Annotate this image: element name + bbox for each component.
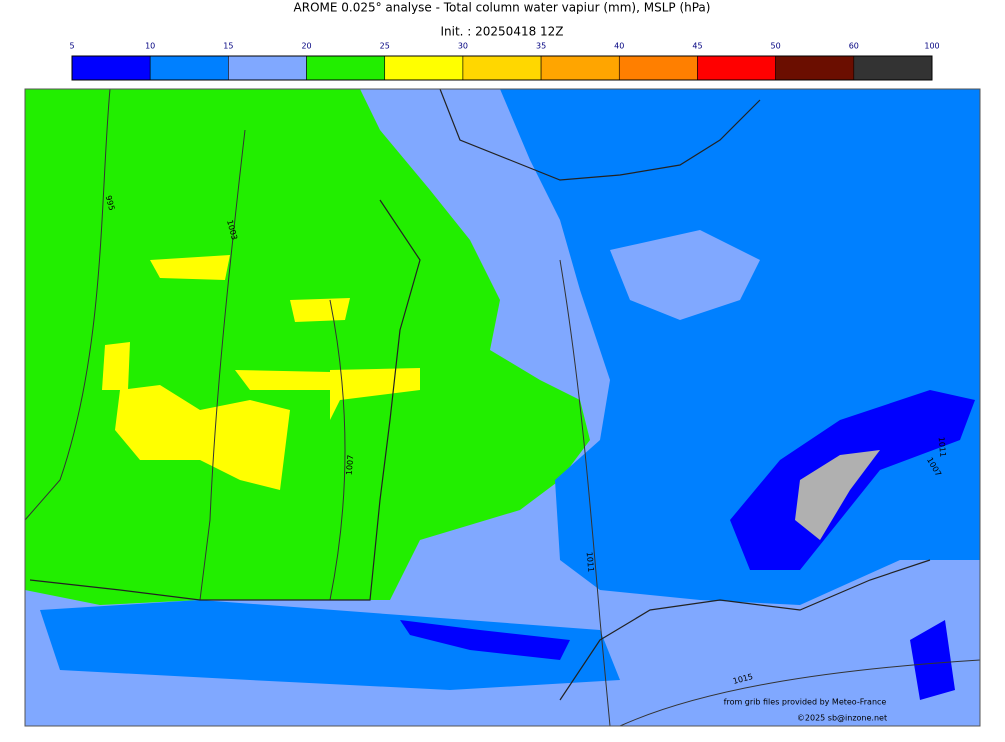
very-dry-area	[910, 620, 955, 700]
colorbar-frame	[71, 55, 933, 81]
colorbar: 5 10 15 20 25 30 35 40 45 50 60 100	[69, 42, 940, 81]
isobar-label: 1007	[345, 454, 356, 475]
title: AROME 0.025° analyse - Total column wate…	[294, 1, 711, 15]
source-credit: from grib files provided by Meteo-France	[724, 698, 887, 707]
map-frame	[24, 88, 981, 727]
colorbar-segment	[384, 55, 464, 81]
copyright: ©2025 sb@inzone.net	[797, 714, 887, 723]
colorbar-segment	[540, 55, 620, 81]
colorbar-tick-label: 40	[614, 42, 624, 51]
colorbar-segment	[618, 55, 698, 81]
colorbar-segment	[71, 55, 151, 81]
colorbar-segment	[462, 55, 542, 81]
dry-area	[40, 600, 620, 690]
colorbar-tick-label: 20	[301, 42, 311, 51]
colorbar-tick-label: 30	[458, 42, 468, 51]
mountain-area	[795, 450, 880, 540]
wet-patches	[102, 255, 420, 490]
colorbar-tick-label: 10	[145, 42, 155, 51]
colorbar-tick-label: 50	[771, 42, 781, 51]
init-time: Init. : 20250418 12Z	[440, 25, 563, 39]
colorbar-segment	[306, 55, 386, 81]
colorbar-segment	[853, 55, 933, 81]
colorbar-tick-label: 45	[692, 42, 702, 51]
colorbar-tick-label: 25	[380, 42, 390, 51]
dry-patch	[610, 230, 760, 320]
colorbar-tick-label: 15	[223, 42, 233, 51]
isobars	[24, 88, 981, 727]
very-dry-area	[400, 620, 570, 660]
moist-area	[25, 89, 590, 605]
colorbar-tick-label: 35	[536, 42, 546, 51]
isobar-label: 995	[104, 194, 117, 211]
colorbar-segment	[149, 55, 229, 81]
colorbar-segment	[228, 55, 307, 81]
map	[24, 88, 981, 727]
colorbar-tick-label: 5	[69, 42, 74, 51]
colorbar-segment	[775, 55, 855, 81]
colorbar-segment	[697, 55, 776, 81]
colorbar-tick-label: 100	[924, 42, 939, 51]
colorbar-tick-label: 60	[849, 42, 859, 51]
isobar-label: 1011	[585, 551, 596, 572]
coastlines	[29, 88, 931, 701]
isobar-label: 1011	[937, 436, 948, 457]
